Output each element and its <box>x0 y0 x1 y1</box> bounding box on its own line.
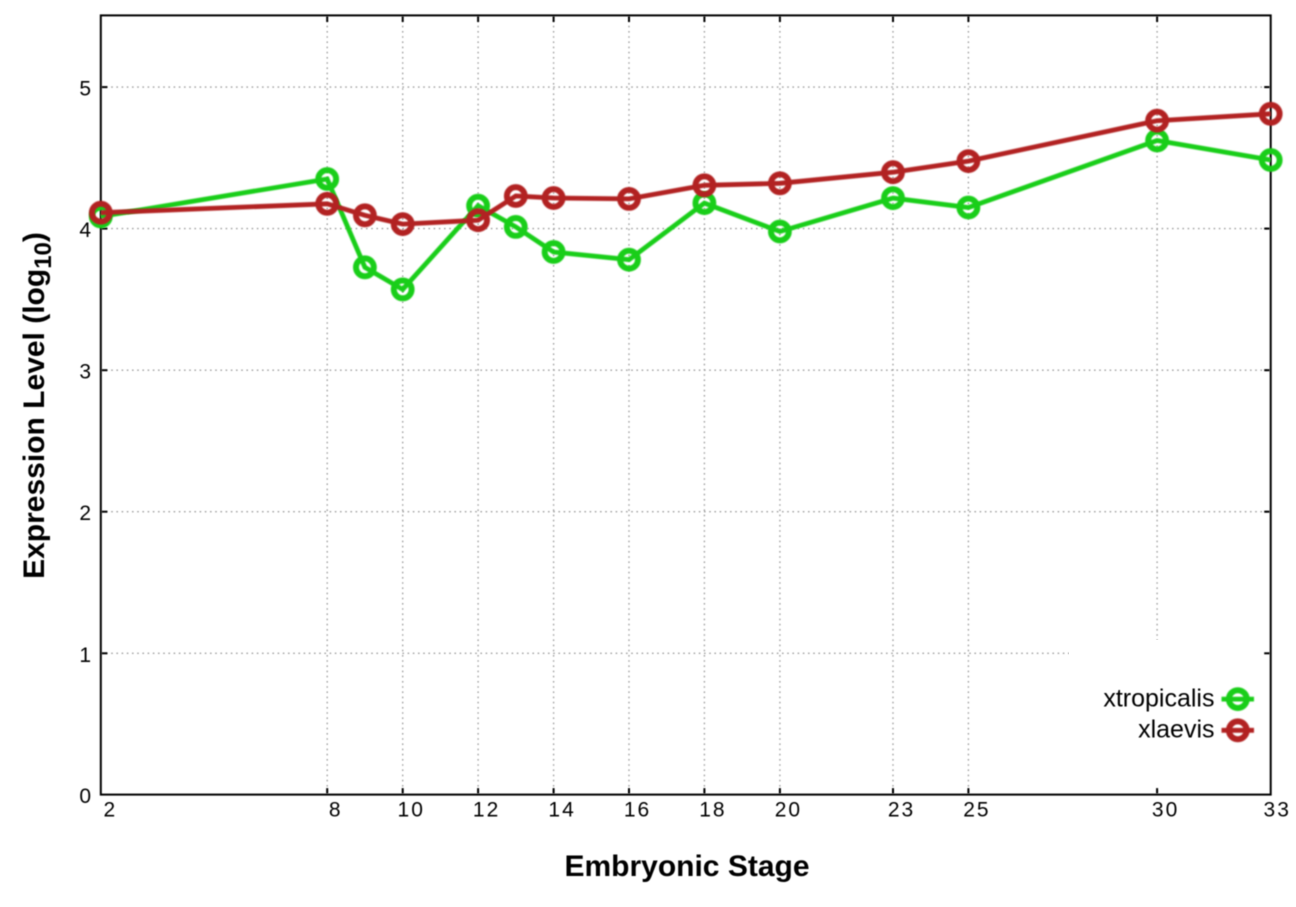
svg-text:12: 12 <box>473 799 500 822</box>
svg-text:33: 33 <box>1264 799 1291 822</box>
svg-text:xtropicalis: xtropicalis <box>1103 684 1214 712</box>
svg-text:4: 4 <box>79 219 93 242</box>
svg-text:16: 16 <box>624 799 651 822</box>
svg-text:14: 14 <box>548 799 575 822</box>
svg-text:25: 25 <box>963 799 990 822</box>
svg-text:Embryonic Stage: Embryonic Stage <box>564 850 809 883</box>
svg-text:0: 0 <box>79 785 93 808</box>
svg-text:5: 5 <box>79 78 93 101</box>
svg-text:30: 30 <box>1152 799 1179 822</box>
svg-text:Expression Level (log10): Expression Level (log10) <box>18 232 57 579</box>
svg-text:23: 23 <box>888 799 915 822</box>
svg-text:xlaevis: xlaevis <box>1138 715 1214 743</box>
svg-text:18: 18 <box>699 799 726 822</box>
svg-text:1: 1 <box>79 644 93 667</box>
svg-text:2: 2 <box>103 799 117 822</box>
svg-text:8: 8 <box>329 799 343 822</box>
svg-text:2: 2 <box>79 502 93 525</box>
svg-text:3: 3 <box>79 361 93 384</box>
svg-text:20: 20 <box>775 799 802 822</box>
svg-text:10: 10 <box>398 799 425 822</box>
